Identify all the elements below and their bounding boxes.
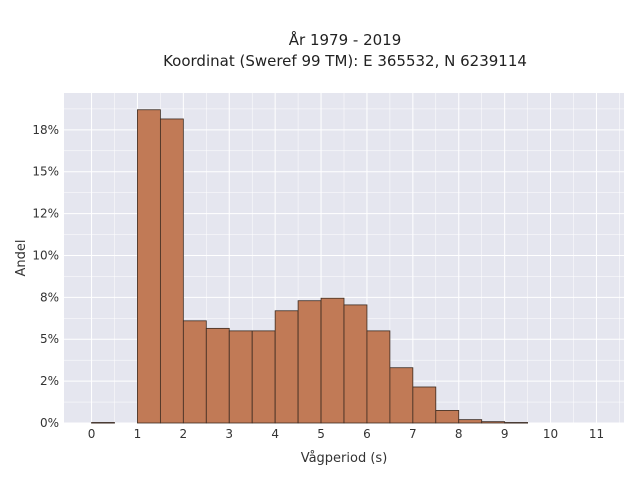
- y-tick-label: 2%: [40, 374, 59, 388]
- histogram-bar: [251, 330, 276, 424]
- y-tick-label: 15%: [32, 165, 59, 179]
- x-tick-label: 1: [134, 427, 142, 441]
- x-tick-label: 7: [409, 427, 417, 441]
- y-tick-label: 8%: [40, 290, 59, 304]
- x-axis-label: Vågperiod (s): [301, 451, 388, 466]
- chart-title-line-1: År 1979 - 2019: [289, 30, 402, 49]
- x-tick-label: 11: [589, 427, 604, 441]
- x-tick-label: 9: [501, 427, 509, 441]
- histogram-bar: [481, 421, 506, 424]
- x-tick-label: 8: [455, 427, 463, 441]
- x-tick-label: 0: [88, 427, 96, 441]
- histogram-bar: [205, 327, 230, 424]
- y-axis-label: Andel: [14, 240, 29, 277]
- x-tick-label: 5: [317, 427, 325, 441]
- y-tick-label: 10%: [32, 248, 59, 262]
- y-tick-label: 5%: [40, 332, 59, 346]
- y-tick-label: 18%: [32, 123, 59, 137]
- y-tick-label: 12%: [32, 207, 59, 221]
- x-tick-label: 2: [180, 427, 188, 441]
- histogram-bar: [458, 419, 483, 424]
- histogram-bar: [412, 386, 437, 424]
- chart-title-line-2: Koordinat (Sweref 99 TM): E 365532, N 62…: [163, 52, 527, 70]
- histogram-bar: [366, 330, 391, 424]
- histogram-bar: [137, 109, 161, 424]
- plot-area: 0 1 2 3 4 5 6 7 8 9 10 11 0% 2% 5% 8% 10% 12% 15% 18%: [32, 93, 624, 441]
- histogram-bar: [389, 367, 414, 424]
- histogram-bar: [182, 320, 207, 424]
- histogram-bar: [274, 310, 299, 424]
- histogram-bar: [435, 410, 460, 424]
- histogram-bar: [297, 300, 322, 424]
- x-tick-label: 3: [225, 427, 233, 441]
- x-tick-label: 4: [271, 427, 279, 441]
- x-tick-label: 10: [543, 427, 558, 441]
- histogram-bar: [504, 422, 529, 424]
- x-tick-label: 6: [363, 427, 371, 441]
- histogram-bar: [228, 330, 253, 424]
- histogram-bar: [320, 297, 345, 424]
- histogram-bar: [91, 422, 115, 424]
- y-tick-label: 0%: [40, 416, 59, 430]
- histogram-bar: [343, 304, 368, 424]
- histogram-bar: [159, 118, 184, 424]
